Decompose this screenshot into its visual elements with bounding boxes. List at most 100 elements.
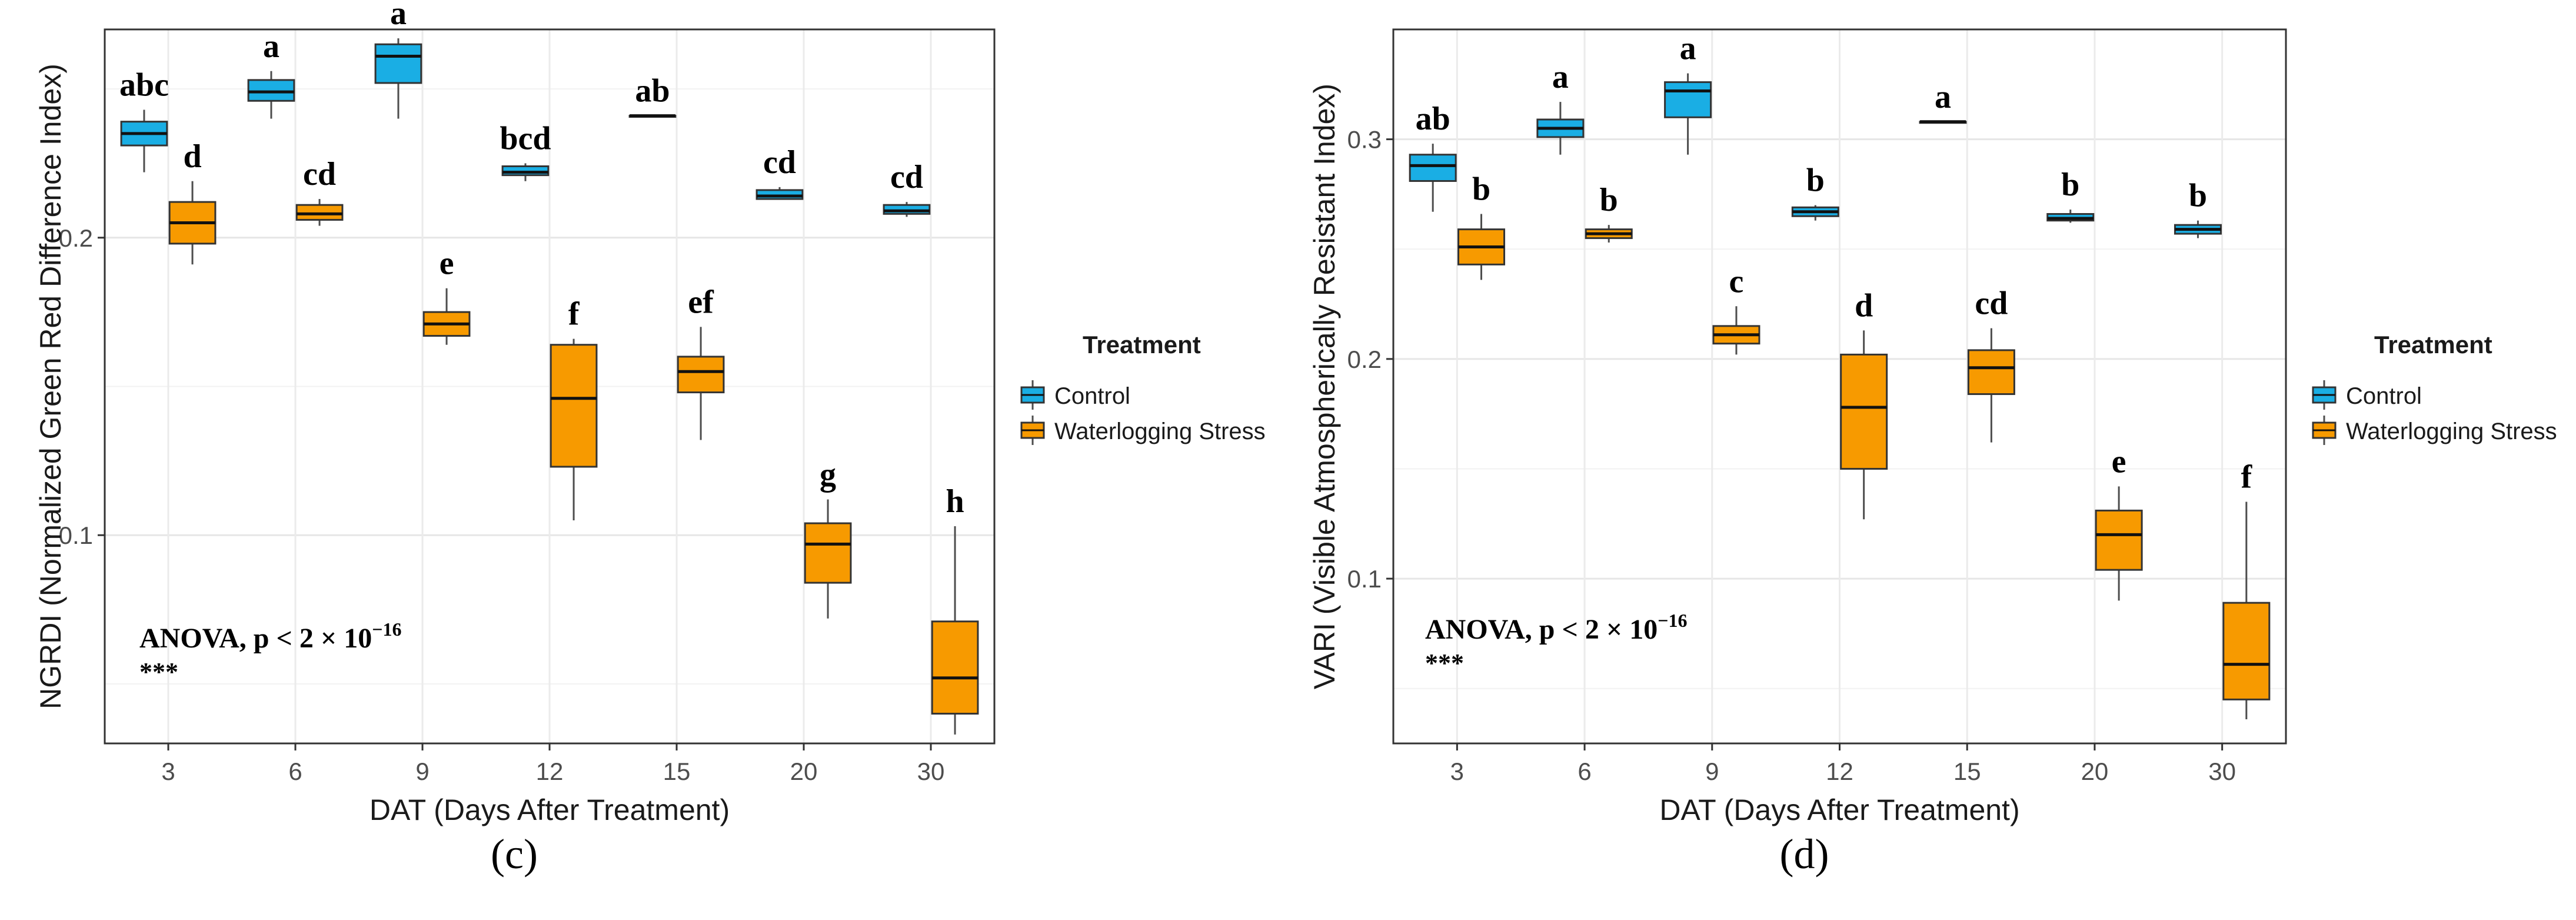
box-body xyxy=(756,189,804,200)
x-tick-label: 6 xyxy=(1577,758,1591,785)
control-box xyxy=(1919,120,1967,124)
control-box xyxy=(120,109,168,172)
box-body xyxy=(550,344,598,468)
legend-waterlogging-key xyxy=(2312,416,2337,445)
significance-letter: cd xyxy=(890,159,923,195)
box-body xyxy=(883,204,931,215)
x-tick-label: 9 xyxy=(415,758,429,785)
legend-title: Treatment xyxy=(1083,331,1201,358)
legend-label: Waterlogging Stress xyxy=(1054,419,1266,444)
significance-letter: g xyxy=(820,457,836,493)
significance-letter: d xyxy=(183,138,201,175)
significance-letter: bcd xyxy=(500,120,551,157)
significance-letter: e xyxy=(440,245,454,282)
anova-text: ANOVA, p < 2 × 10 xyxy=(139,623,372,654)
significance-letter: d xyxy=(1855,287,1873,324)
legend-control-key xyxy=(1020,380,1045,410)
significance-letter: b xyxy=(1472,171,1490,208)
control-box xyxy=(883,202,931,217)
waterlogging-box xyxy=(677,327,725,440)
anova-exponent: −16 xyxy=(1658,610,1687,631)
control-box xyxy=(501,163,550,181)
x-tick-label: 30 xyxy=(2208,758,2236,785)
significance-letter: a xyxy=(263,28,279,65)
significance-letter: b xyxy=(1806,162,1825,199)
waterlogging-box xyxy=(1712,306,1760,355)
x-tick-label: 15 xyxy=(1953,758,1981,785)
y-axis-title: VARI (Visible Atmospherically Resistant … xyxy=(1308,84,1341,689)
significance-letter: e xyxy=(2112,443,2126,480)
legend-waterlogging-key xyxy=(1020,416,1045,445)
x-tick-label: 12 xyxy=(536,758,564,785)
waterlogging-box xyxy=(295,199,344,226)
panel-label: (d) xyxy=(1780,831,1829,878)
waterlogging-box xyxy=(422,288,471,345)
box-body xyxy=(374,43,422,84)
waterlogging-box xyxy=(2095,486,2143,601)
box-body xyxy=(1840,353,1888,470)
box-body xyxy=(501,165,550,177)
waterlogging-box xyxy=(1840,330,1888,520)
control-box xyxy=(756,187,804,200)
control-box xyxy=(1536,102,1585,155)
x-tick-label: 6 xyxy=(288,758,302,785)
x-tick-label: 3 xyxy=(1450,758,1464,785)
significance-letter: cd xyxy=(763,144,796,181)
significance-letter: b xyxy=(2189,178,2207,214)
x-axis-title: DAT (Days After Treatment) xyxy=(370,793,730,826)
box-body xyxy=(677,356,725,394)
box-body xyxy=(247,79,295,102)
control-box xyxy=(247,71,295,119)
box-body xyxy=(1967,349,2015,396)
significance-letter: ab xyxy=(1416,101,1450,137)
box-body xyxy=(2222,602,2271,700)
waterlogging-box xyxy=(1585,225,1633,243)
waterlogging-box xyxy=(1457,214,1506,280)
significance-letter: h xyxy=(946,483,964,520)
x-axis-title: DAT (Days After Treatment) xyxy=(1659,793,2019,826)
significance-letter: f xyxy=(568,296,580,333)
significance-letter: ef xyxy=(688,284,714,320)
legend-label: Waterlogging Stress xyxy=(2346,419,2557,444)
y-tick-label: 0.1 xyxy=(59,522,93,549)
significance-letter: abc xyxy=(119,67,169,103)
y-tick-label: 0.1 xyxy=(1347,565,1382,593)
control-box xyxy=(1409,144,1457,212)
legend-label: Control xyxy=(1054,383,1130,409)
control-box xyxy=(628,114,677,118)
significance-letter: a xyxy=(390,0,407,32)
anova-annotation: ANOVA, p < 2 × 10−16 xyxy=(139,619,401,654)
anova-text: ANOVA, p < 2 × 10 xyxy=(1425,614,1658,645)
legend-title: Treatment xyxy=(2374,331,2492,358)
waterlogging-box xyxy=(1967,328,2015,443)
significance-letter: c xyxy=(1729,263,1744,300)
control-box xyxy=(1664,73,1712,155)
anova-exponent: −16 xyxy=(372,619,401,640)
box-body xyxy=(1664,81,1712,118)
significance-letter: b xyxy=(2061,167,2079,203)
x-tick-label: 12 xyxy=(1826,758,1853,785)
x-tick-label: 20 xyxy=(790,758,818,785)
x-tick-label: 20 xyxy=(2081,758,2109,785)
box-body xyxy=(804,522,852,584)
waterlogging-box xyxy=(931,526,979,735)
box-body xyxy=(295,204,344,221)
x-tick-label: 15 xyxy=(663,758,691,785)
significance-letter: a xyxy=(1935,79,1951,115)
significance-letter: f xyxy=(2241,459,2252,495)
x-tick-label: 9 xyxy=(1705,758,1719,785)
control-box xyxy=(1791,205,1839,221)
legend-control-key xyxy=(2312,380,2337,410)
significance-letter: a xyxy=(1552,59,1569,95)
y-axis-title: NGRDI (Normalized Green Red Difference I… xyxy=(34,64,67,709)
box-body xyxy=(1409,154,1457,182)
y-tick-label: 0.2 xyxy=(1347,346,1382,373)
significance-letter: a xyxy=(1680,31,1696,67)
control-box xyxy=(2174,220,2222,238)
significance-stars: *** xyxy=(139,657,178,686)
panel-label: (c) xyxy=(491,831,538,878)
waterlogging-box xyxy=(804,499,852,619)
waterlogging-box xyxy=(168,181,217,265)
